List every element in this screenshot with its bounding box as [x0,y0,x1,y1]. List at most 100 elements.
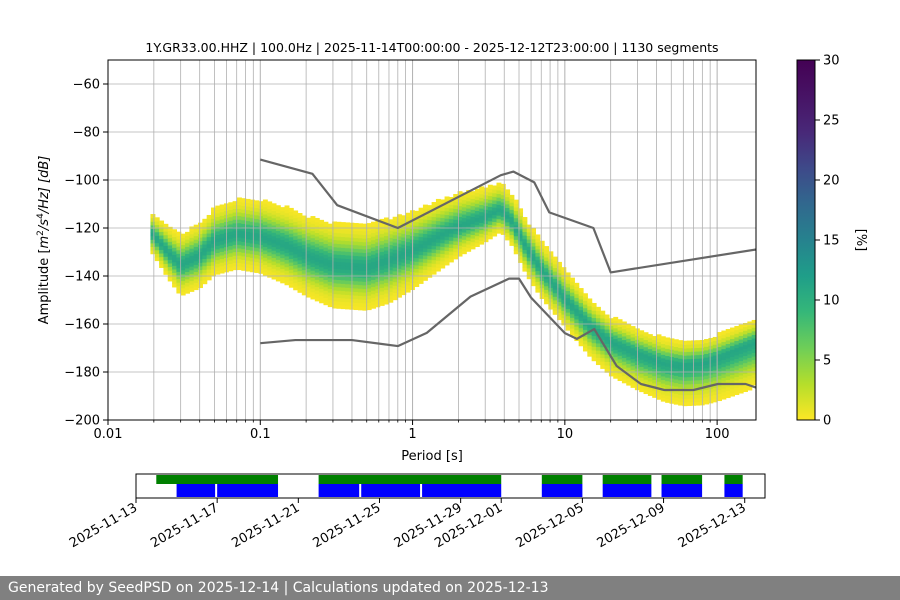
heatmap-cell [275,205,281,210]
heatmap-cell [427,212,433,217]
heatmap-cell [548,258,554,263]
heatmap-cell [453,244,459,249]
heatmap-cell [388,255,394,260]
heatmap-cell [163,267,169,272]
heatmap-cell [630,358,636,363]
heatmap-cell [345,298,351,303]
heatmap-cell [384,264,389,269]
heatmap-cell [483,209,489,214]
heatmap-cell [180,269,186,274]
heatmap-cell [323,243,329,248]
heatmap-cell [513,199,519,204]
heatmap-cell [293,268,299,273]
heatmap-cell [384,231,389,237]
heatmap-cell [448,211,454,216]
heatmap-cell [708,373,714,379]
heatmap-cell [518,255,524,260]
heatmap-cell [198,255,203,260]
heatmap-cell [448,254,454,259]
heatmap-cell [301,269,307,274]
heatmap-cell [561,317,567,322]
heatmap-cell [323,293,329,298]
heatmap-cell [526,264,532,269]
heatmap-cell [557,287,562,292]
heatmap-cell [422,240,428,245]
x-tick-label: 1 [408,427,416,442]
heatmap-cell [422,215,428,220]
heatmap-cell [574,293,580,298]
heatmap-cell [202,272,208,277]
heatmap-cell [669,381,675,386]
y-tick-label: −80 [73,126,100,141]
heatmap-cell [734,336,740,342]
heatmap-cell [440,235,446,240]
heatmap-cell [686,369,692,374]
heatmap-cell [396,214,402,219]
heatmap-cell [392,227,398,232]
heatmap-cell [418,247,424,252]
heatmap-cell [211,236,216,241]
heatmap-cell [427,269,433,275]
heatmap-cell [340,265,346,270]
heatmap-cell [297,231,303,236]
heatmap-cell [526,257,532,262]
heatmap-cell [245,231,251,236]
heatmap-cell [176,253,182,258]
heatmap-cell [271,217,277,222]
heatmap-cell [587,316,593,321]
heatmap-cell [466,197,472,202]
heatmap-cell [310,223,316,228]
heatmap-cell [301,222,307,227]
heatmap-cell [280,235,286,241]
heatmap-cell [353,269,359,275]
heatmap-cell [163,270,169,275]
heatmap-cell [578,327,584,332]
heatmap-cell [673,393,679,398]
heatmap-cell [236,251,242,256]
heatmap-cell [366,280,372,285]
heatmap-cell [582,329,588,334]
heatmap-cell [479,240,485,245]
heatmap-cell [747,321,753,326]
heatmap-cell [271,253,277,258]
heatmap-cell [401,265,407,270]
heatmap-cell [561,281,567,286]
heatmap-cell [678,347,684,352]
heatmap-cell [509,212,515,218]
heatmap-cell [435,216,441,222]
heatmap-cell [414,275,420,280]
heatmap-cell [751,366,756,371]
heatmap-cell [249,242,255,248]
heatmap-cell [353,305,359,311]
heatmap-cell [332,300,338,305]
heatmap-cell [643,332,649,337]
heatmap-cell [708,352,714,357]
heatmap-cell [647,348,653,353]
heatmap-cell [656,391,662,397]
heatmap-cell [327,295,333,300]
heatmap-cell [362,241,368,246]
heatmap-cell [725,393,731,399]
heatmap-cell [159,263,165,268]
heatmap-cell [396,275,402,280]
heatmap-cell [461,228,467,233]
heatmap-cell [431,245,437,250]
heatmap-cell [319,299,325,304]
heatmap-cell [552,281,558,287]
heatmap-cell [392,277,398,283]
heatmap-cell [600,335,606,341]
heatmap-cell [211,211,216,216]
heatmap-cell [262,206,268,211]
heatmap-cell [496,186,502,191]
heatmap-cell [743,330,748,335]
heatmap-cell [613,342,619,347]
heatmap-cell [275,212,281,217]
heatmap-cell [340,286,346,292]
heatmap-cell [665,351,671,357]
heatmap-cell [717,360,722,366]
heatmap-cell [526,235,532,240]
heatmap-cell [319,291,325,297]
heatmap-cell [358,248,363,253]
heatmap-cell [570,295,575,300]
heatmap-cell [656,363,662,368]
